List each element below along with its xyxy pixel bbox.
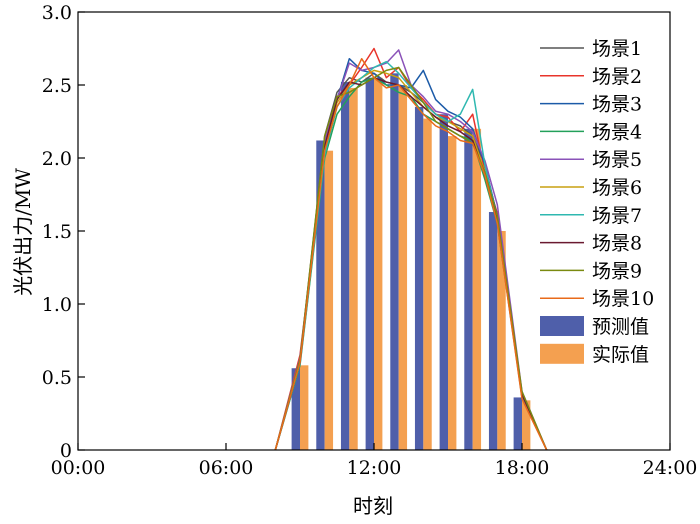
bar-forecast-9 bbox=[291, 368, 300, 450]
bar-actual-9 bbox=[300, 365, 309, 450]
scenario-line-6 bbox=[274, 69, 548, 451]
x-tick-label: 12:00 bbox=[347, 457, 402, 479]
bar-actual-15 bbox=[448, 136, 457, 450]
legend-label-scenario-7: 场景7 bbox=[592, 205, 642, 227]
x-axis-title: 时刻 bbox=[353, 494, 393, 518]
x-tick-label: 06:00 bbox=[199, 457, 254, 479]
bar-forecast-10 bbox=[316, 140, 325, 451]
scenario-line-10 bbox=[274, 57, 548, 451]
scenario-line-8 bbox=[274, 76, 548, 451]
y-tick-label: 1.5 bbox=[42, 221, 72, 243]
legend-label-scenario-6: 场景6 bbox=[592, 177, 642, 199]
legend-label-scenario-3: 场景3 bbox=[592, 94, 642, 116]
legend-label-scenario-2: 场景2 bbox=[592, 66, 642, 88]
bars-layer bbox=[291, 73, 531, 451]
legend-label-scenario-5: 场景5 bbox=[592, 149, 642, 171]
legend-label-scenario-1: 场景1 bbox=[592, 38, 642, 60]
bar-actual-16 bbox=[472, 128, 482, 451]
y-tick-label: 2.5 bbox=[42, 75, 72, 97]
bar-actual-14 bbox=[423, 118, 432, 450]
scenario-line-2 bbox=[274, 47, 548, 451]
legend-label-scenario-8: 场景8 bbox=[592, 233, 642, 255]
legend-label-forecast: 预测值 bbox=[592, 316, 649, 338]
x-tick-label: 24:00 bbox=[643, 457, 698, 479]
bar-forecast-13 bbox=[390, 73, 399, 450]
y-tick-label: 1.0 bbox=[42, 294, 72, 316]
x-tick-label: 18:00 bbox=[495, 457, 550, 479]
scenario-line-5 bbox=[274, 49, 548, 451]
legend-swatch-actual bbox=[540, 343, 584, 364]
bar-forecast-17 bbox=[488, 212, 498, 450]
legend-label-actual: 实际值 bbox=[592, 344, 649, 366]
lines-layer bbox=[274, 47, 548, 451]
scenario-line-7 bbox=[274, 60, 548, 451]
scenario-line-4 bbox=[274, 76, 548, 451]
bar-actual-17 bbox=[497, 231, 506, 450]
bar-actual-10 bbox=[324, 150, 334, 450]
legend-label-scenario-9: 场景9 bbox=[592, 260, 642, 282]
bar-actual-18 bbox=[522, 400, 531, 450]
y-axis-title: 光伏出力/MW bbox=[11, 168, 35, 296]
legend-label-scenario-4: 场景4 bbox=[592, 121, 642, 143]
legend-swatch-forecast bbox=[540, 316, 584, 336]
legend-label-scenario-10: 场景10 bbox=[592, 288, 654, 310]
bar-actual-12 bbox=[374, 77, 383, 450]
scenario-line-3 bbox=[274, 57, 548, 451]
axes-layer: 00:00 06:00 12:00 18:00 24:00 0 0.5 1.0 1.5 2.0 2.… bbox=[42, 2, 698, 479]
bar-forecast-16 bbox=[464, 128, 473, 451]
y-tick-label: 0.5 bbox=[42, 367, 72, 389]
y-tick-label: 3.0 bbox=[42, 2, 72, 24]
bar-actual-13 bbox=[398, 85, 408, 450]
bar-actual-11 bbox=[349, 87, 358, 451]
bar-forecast-14 bbox=[414, 106, 424, 451]
x-tick-label: 00:00 bbox=[51, 457, 106, 479]
bar-forecast-12 bbox=[365, 77, 374, 450]
y-tick-label: 2.0 bbox=[42, 148, 72, 170]
scenario-line-1 bbox=[274, 72, 548, 451]
scenario-line-9 bbox=[274, 66, 548, 451]
bar-forecast-18 bbox=[513, 397, 522, 450]
y-tick-label: 0 bbox=[60, 440, 72, 462]
bar-forecast-15 bbox=[439, 114, 448, 450]
bar-forecast-11 bbox=[340, 82, 350, 450]
